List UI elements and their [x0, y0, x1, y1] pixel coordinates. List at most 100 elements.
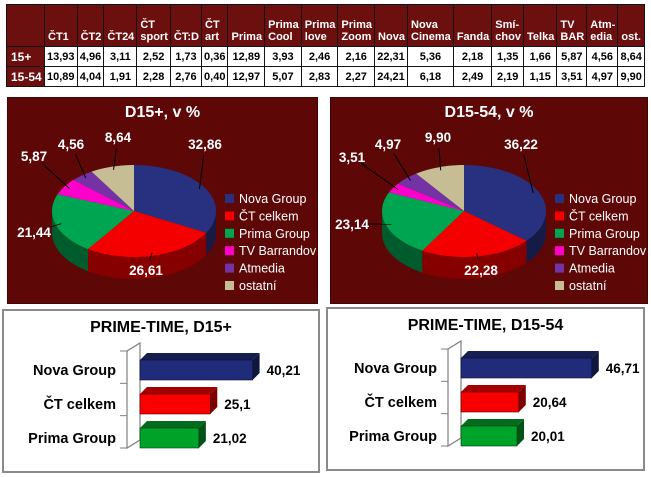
legend-label: Atmedia: [569, 262, 615, 276]
pie-value-label: 4,56: [58, 137, 85, 152]
label-leader-line: [523, 154, 534, 194]
label-leader-line: [438, 147, 442, 171]
table-cell: 10,89: [44, 66, 78, 87]
column-header: ČT sport: [136, 4, 171, 47]
legend-swatch: [555, 194, 564, 203]
legend-swatch: [555, 246, 564, 256]
table-cell: 4,04: [76, 66, 105, 87]
column-header: ČT:D: [169, 4, 203, 47]
pie-slice: [416, 165, 464, 211]
bar: [460, 425, 518, 447]
bar: [460, 357, 593, 379]
pie-slice: [91, 165, 134, 211]
legend-swatch: [555, 263, 564, 273]
legend-label: ostatní: [239, 279, 277, 293]
pie-value-label: 36,22: [504, 137, 538, 152]
pie-slice: [88, 211, 207, 257]
pie-slice: [57, 179, 134, 211]
pie-panel-d15plus: D15+, v % 32,86 26,61 21,44 5,87 4,56 8,64 Nov…: [7, 97, 318, 304]
bar-top-face: [461, 385, 526, 392]
pie-value-label: 3,51: [339, 150, 366, 165]
legend-label: TV Barrandov: [239, 244, 317, 258]
bar-category-label: Prima Group: [28, 431, 116, 447]
legend-swatch: [225, 263, 234, 273]
table-row: 15-54 10,89 4,04 1,91 2,28 2,76 0,40 12,97 5,07 2…: [6, 66, 645, 87]
bar-top-face: [140, 387, 218, 394]
legend-label: TV Barrandov: [569, 244, 647, 258]
column-header: TV BAR: [556, 4, 588, 47]
column-header: Prima Zoom: [337, 4, 376, 47]
pie-value-label: 32,86: [188, 137, 222, 152]
pie-slice-side: [52, 211, 88, 272]
pie-slice-side: [382, 211, 423, 273]
table-cell: 1,66: [523, 46, 558, 67]
pie-value-label: 4,97: [375, 137, 401, 152]
bar-title-primetime-d15plus: PRIME-TIME, D15+: [90, 319, 232, 336]
label-leader-line: [41, 163, 70, 189]
column-header: ČT2: [76, 4, 105, 47]
legend-swatch: [555, 281, 564, 290]
legend-swatch: [225, 228, 234, 238]
pie-slice-side: [206, 211, 216, 255]
legend-label: ostatní: [569, 279, 607, 293]
pie-title-d15-54: D15-54, v %: [444, 104, 534, 121]
column-header: Atm- edia: [586, 4, 619, 47]
label-leader-line: [360, 162, 399, 190]
pie-value-label: 23,14: [335, 217, 369, 232]
column-header: Nova Cinema: [407, 4, 454, 47]
bar-end-face: [591, 351, 599, 378]
pie-title-d15plus: D15+, v %: [124, 104, 201, 121]
label-leader-line: [476, 253, 479, 260]
column-header: ČT art: [201, 4, 229, 47]
bar-panel-primetime-d15-54: PRIME-TIME, D15-54 Nova Group 46,71 ČT cel…: [326, 307, 645, 471]
bar-value-label: 21,02: [213, 431, 247, 446]
pie-value-label: 5,87: [21, 149, 47, 164]
legend-swatch: [555, 228, 564, 238]
table-cell: 0,40: [201, 66, 229, 87]
table-cell: 0,36: [201, 46, 229, 67]
table-cell: 2,52: [136, 46, 171, 67]
table-cell: 2,19: [491, 66, 525, 87]
column-header: Prima: [227, 4, 266, 47]
legend-label: ČT celkem: [239, 208, 299, 223]
table-cell: 4,97: [586, 66, 619, 87]
table-cell: 8,64: [617, 46, 645, 67]
row-header: 15-54: [6, 66, 45, 87]
axis-wall: [447, 339, 462, 448]
share-table: ČT1 ČT2 ČT24 ČT sport ČT:D ČT art Prima Prima C…: [6, 4, 645, 87]
label-leader-line: [74, 153, 87, 179]
legend-label: Nova Group: [239, 192, 306, 206]
label-leader-line: [44, 223, 62, 230]
legend-swatch: [225, 194, 234, 203]
column-header: ČT1: [44, 4, 78, 47]
label-leader-line: [113, 147, 117, 170]
table-cell: 3,93: [264, 46, 302, 67]
bar-value-label: 46,71: [606, 361, 640, 376]
pie-slice: [398, 173, 464, 211]
row-header: 15+: [6, 46, 45, 67]
pie-slice: [134, 165, 216, 233]
bar-end-face: [517, 419, 525, 446]
table-cell: 4,96: [76, 46, 105, 67]
bar: [139, 359, 253, 381]
bar: [460, 391, 520, 413]
label-leader-line: [393, 153, 411, 181]
table-cell: 2,16: [337, 46, 376, 67]
pie-slice-side: [88, 232, 207, 279]
column-header: ost.: [617, 4, 645, 47]
table-cell: 2,76: [169, 66, 203, 87]
legend-label: ČT celkem: [569, 208, 629, 223]
table-cell: 22,31: [374, 46, 408, 67]
bar: [139, 427, 200, 449]
table-cell: 3,51: [556, 66, 588, 87]
pie-slice-side: [422, 240, 527, 279]
label-leader-line: [199, 154, 205, 190]
pie-chart-d15plus: 32,86 26,61 21,44 5,87 4,56 8,64 Nova Group ČT …: [17, 130, 317, 293]
table-row: 15+ 13,93 4,96 3,11 2,52 1,73 0,36 12,89 3,93 2,4…: [6, 46, 645, 67]
pie-slice: [73, 171, 134, 211]
bar-category-label: Prima Group: [349, 429, 437, 445]
pie-slice: [389, 183, 464, 211]
pie-value-label: 9,90: [425, 130, 451, 145]
bar-value-label: 40,21: [267, 363, 301, 378]
bar-title-primetime-d15-54: PRIME-TIME, D15-54: [407, 317, 564, 334]
